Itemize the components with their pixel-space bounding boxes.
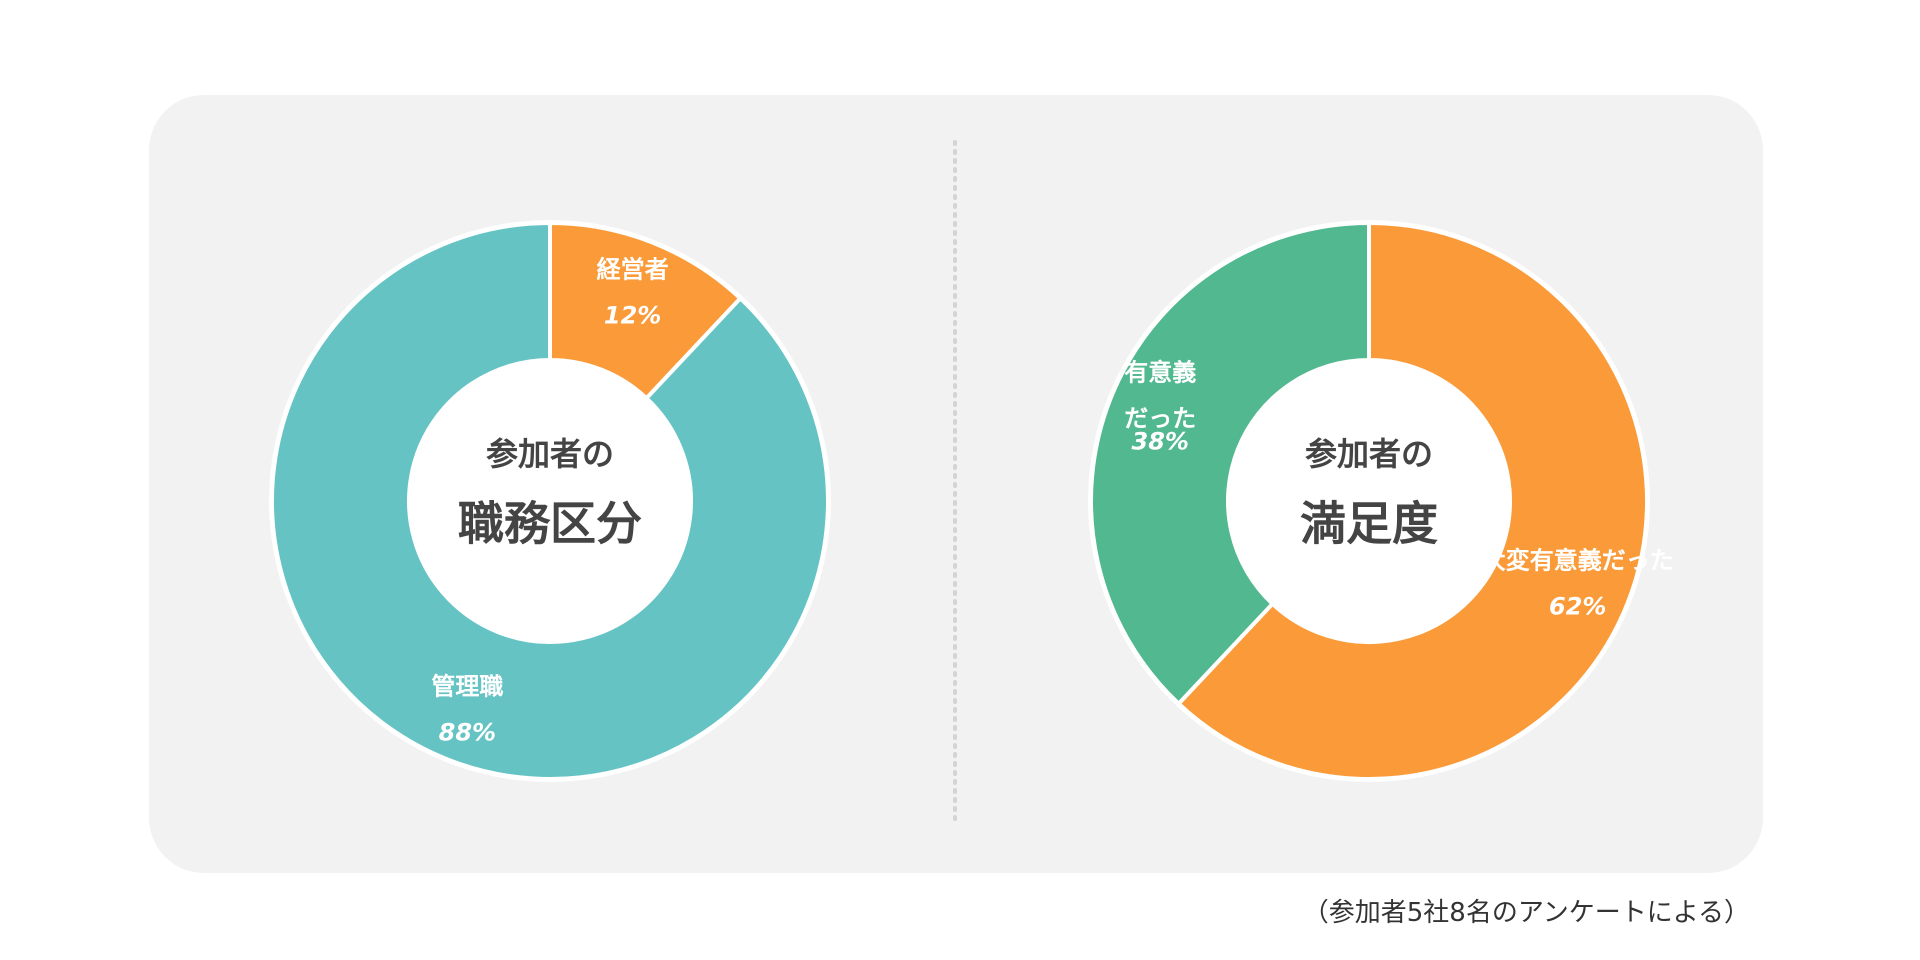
value-label: 12% <box>604 301 661 329</box>
center-title: 参加者の <box>1305 435 1433 473</box>
donut-hole <box>409 360 691 642</box>
value-label: 38% <box>1132 427 1189 455</box>
center-title: 参加者の <box>486 435 614 473</box>
center-subtitle: 満足度 <box>1300 497 1438 551</box>
segment-label: 大変有意義だった <box>1482 547 1674 575</box>
segment-label: 経営者 <box>597 255 669 283</box>
segment-label: 有意義だった <box>1124 358 1196 432</box>
segment-label: 管理職 <box>431 673 503 701</box>
value-label: 88% <box>439 719 496 747</box>
donut-hole <box>1228 360 1510 642</box>
value-label: 62% <box>1549 593 1606 621</box>
footnote: （参加者5社8名のアンケートによる） <box>1302 898 1750 928</box>
center-subtitle: 職務区分 <box>458 497 642 551</box>
